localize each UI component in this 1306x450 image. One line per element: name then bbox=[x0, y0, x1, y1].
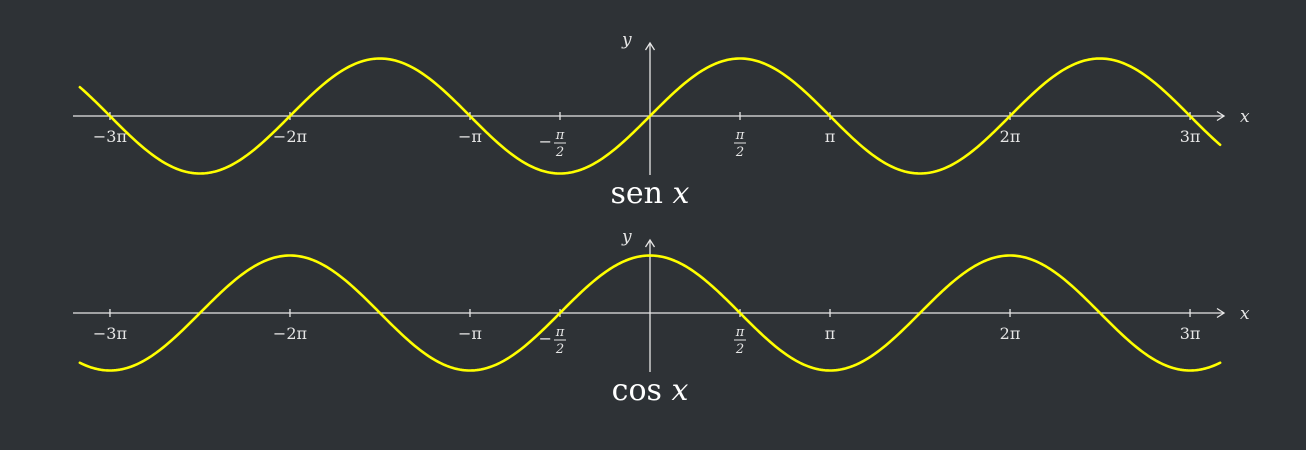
x-tick-label: π bbox=[825, 324, 836, 343]
cos-curve bbox=[78, 254, 1222, 372]
x-tick-label: 2π bbox=[1000, 127, 1021, 146]
tick-label-numerator: π bbox=[735, 325, 745, 340]
tick-label-denominator: 2 bbox=[555, 342, 564, 357]
x-tick-label: − π 2 bbox=[539, 128, 566, 160]
x-tick-label: π bbox=[825, 127, 836, 146]
tick-label-numerator: π bbox=[555, 128, 565, 143]
function-title-name: cos bbox=[612, 373, 672, 408]
x-axis-label: x bbox=[1240, 107, 1250, 127]
x-tick-label: π2 bbox=[734, 325, 747, 357]
x-axis-arrowhead bbox=[1216, 307, 1226, 319]
x-tick-label: π2 bbox=[734, 128, 747, 160]
x-tick-label: −π bbox=[458, 324, 482, 343]
function-title-variable: x bbox=[671, 373, 688, 408]
tick-label-denominator: 2 bbox=[555, 145, 564, 160]
sin-curve bbox=[78, 57, 1222, 175]
function-title: cos x bbox=[612, 373, 689, 408]
y-axis-arrowhead bbox=[644, 238, 656, 248]
x-tick-label: −π bbox=[458, 127, 482, 146]
tick-label-sign: − bbox=[539, 132, 552, 151]
x-tick-label: −3π bbox=[93, 324, 127, 343]
x-tick-label: 3π bbox=[1180, 324, 1201, 343]
x-tick-label: − π 2 bbox=[539, 325, 566, 357]
x-axis-label: x bbox=[1240, 304, 1250, 324]
y-axis-label: y bbox=[621, 227, 632, 247]
tick-label-numerator: π bbox=[555, 325, 565, 340]
tick-label-numerator: π bbox=[735, 128, 745, 143]
x-tick-label: 3π bbox=[1180, 127, 1201, 146]
y-axis-label: y bbox=[621, 30, 632, 50]
x-tick-label: −3π bbox=[93, 127, 127, 146]
tick-label-denominator: 2 bbox=[735, 145, 744, 160]
x-tick-label: 2π bbox=[1000, 324, 1021, 343]
x-tick-label: −2π bbox=[273, 324, 307, 343]
x-axis-arrowhead bbox=[1216, 110, 1226, 122]
y-axis-arrowhead bbox=[644, 41, 656, 51]
x-tick-label: −2π bbox=[273, 127, 307, 146]
tick-label-denominator: 2 bbox=[735, 342, 744, 357]
function-title: sen x bbox=[611, 176, 690, 211]
tick-label-sign: − bbox=[539, 329, 552, 348]
function-title-variable: x bbox=[673, 176, 690, 211]
function-title-name: sen bbox=[611, 176, 673, 211]
